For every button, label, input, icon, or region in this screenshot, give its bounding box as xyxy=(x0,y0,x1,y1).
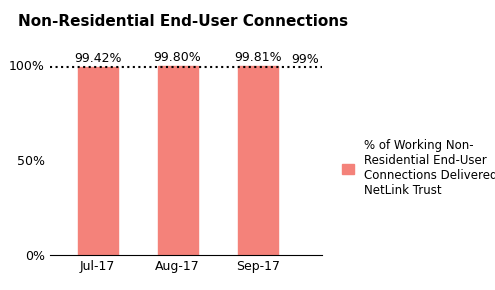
Text: Non-Residential End-User Connections: Non-Residential End-User Connections xyxy=(18,14,348,30)
Bar xyxy=(78,67,118,255)
Bar xyxy=(238,66,278,255)
Text: 99%: 99% xyxy=(292,53,319,66)
Text: 99.80%: 99.80% xyxy=(154,51,201,64)
Legend: % of Working Non-
Residential End-User
Connections Delivered by
NetLink Trust: % of Working Non- Residential End-User C… xyxy=(338,135,495,202)
Text: 99.81%: 99.81% xyxy=(234,51,282,64)
Bar xyxy=(157,66,198,255)
Text: 99.42%: 99.42% xyxy=(74,52,121,65)
